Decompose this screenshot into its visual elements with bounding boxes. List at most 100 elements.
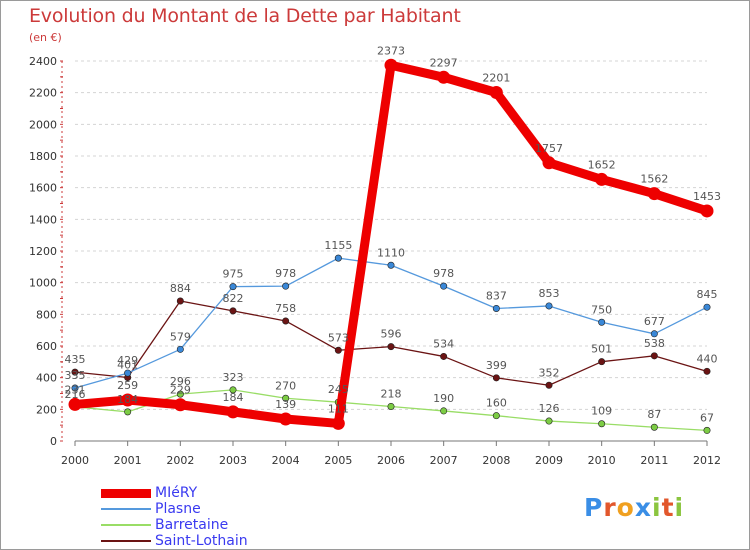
data-point-miery — [437, 70, 451, 84]
data-point-plasne — [545, 302, 553, 310]
x-tick-label: 2001 — [114, 454, 142, 467]
data-point-barretaine — [124, 408, 132, 416]
legend-swatch — [101, 488, 151, 498]
data-point-saint-lothain — [440, 352, 448, 360]
data-point-barretaine — [598, 420, 606, 428]
data-point-plasne — [229, 283, 237, 291]
proxiti-logo: Proxiti — [584, 493, 684, 522]
x-tick-label: 2005 — [324, 454, 352, 467]
chart-subtitle: (en €) — [29, 31, 62, 44]
data-label-barretaine: 296 — [170, 375, 191, 388]
data-point-saint-lothain — [650, 352, 658, 360]
data-label-barretaine: 190 — [433, 392, 454, 405]
data-label-saint-lothain: 534 — [433, 337, 454, 350]
data-label-saint-lothain: 822 — [223, 292, 244, 305]
data-label-saint-lothain: 573 — [328, 331, 349, 344]
data-point-miery — [279, 412, 293, 426]
data-label-miery: 184 — [223, 391, 244, 404]
data-label-miery: 139 — [275, 398, 296, 411]
series-layer — [68, 58, 714, 434]
data-point-saint-lothain — [545, 381, 553, 389]
data-label-plasne: 1155 — [324, 239, 352, 252]
x-tick-label: 2009 — [535, 454, 563, 467]
data-label-saint-lothain: 401 — [117, 359, 138, 372]
data-label-saint-lothain: 435 — [65, 353, 86, 366]
data-point-plasne — [492, 304, 500, 312]
data-point-miery — [121, 393, 135, 407]
data-label-miery: 1562 — [640, 173, 668, 186]
data-point-plasne — [440, 282, 448, 290]
y-tick-label: 200 — [36, 403, 57, 416]
data-label-barretaine: 126 — [539, 402, 560, 415]
data-point-barretaine — [650, 423, 658, 431]
data-point-plasne — [124, 369, 132, 377]
y-tick-label: 400 — [36, 372, 57, 385]
data-point-saint-lothain — [703, 367, 711, 375]
data-point-plasne — [598, 318, 606, 326]
y-tick-label: 0 — [50, 435, 57, 448]
data-label-barretaine: 87 — [647, 408, 661, 421]
data-point-miery — [489, 86, 503, 100]
data-label-plasne: 750 — [591, 303, 612, 316]
x-tick-label: 2008 — [482, 454, 510, 467]
legend-label: Barretaine — [155, 517, 229, 533]
data-label-plasne: 845 — [697, 288, 718, 301]
data-label-barretaine: 216 — [65, 388, 86, 401]
data-label-saint-lothain: 758 — [275, 302, 296, 315]
data-point-plasne — [334, 254, 342, 262]
y-tick-label: 1000 — [29, 277, 57, 290]
y-tick-label: 600 — [36, 340, 57, 353]
data-point-barretaine — [387, 402, 395, 410]
y-tick-label: 1200 — [29, 245, 57, 258]
data-label-plasne: 853 — [539, 287, 560, 300]
data-point-plasne — [703, 303, 711, 311]
data-label-plasne: 335 — [65, 369, 86, 382]
data-point-plasne — [387, 261, 395, 269]
data-point-miery — [647, 187, 661, 201]
data-point-plasne — [282, 282, 290, 290]
data-label-saint-lothain: 884 — [170, 282, 191, 295]
data-label-miery: 2373 — [377, 44, 405, 57]
data-point-barretaine — [440, 407, 448, 415]
data-point-miery — [542, 156, 556, 170]
y-tick-label: 2200 — [29, 87, 57, 100]
y-tick-label: 1800 — [29, 150, 57, 163]
x-tick-label: 2011 — [640, 454, 668, 467]
data-label-barretaine: 184 — [117, 393, 138, 406]
data-point-miery — [226, 405, 240, 419]
legend-label: Plasne — [155, 501, 201, 517]
data-label-saint-lothain: 501 — [591, 343, 612, 356]
x-tick-label: 2003 — [219, 454, 247, 467]
axes: 0 200 400 600 800 1000 1200 1400 1600 1800 2000 220… — [29, 55, 721, 467]
logo-letter: r — [603, 493, 617, 522]
x-tick-label: 2006 — [377, 454, 405, 467]
y-tick-label: 1600 — [29, 182, 57, 195]
data-label-saint-lothain: 538 — [644, 337, 665, 350]
data-label-plasne: 677 — [644, 315, 665, 328]
logo-letter: P — [584, 493, 604, 522]
data-point-saint-lothain — [387, 343, 395, 351]
logo-letter: i — [674, 493, 685, 522]
y-tick-label: 800 — [36, 308, 57, 321]
data-point-miery — [595, 172, 609, 186]
data-labels: 435 401 884 822 758 573 596 534 399 352 501 538 440 2… — [65, 44, 722, 424]
data-point-miery — [173, 398, 187, 412]
data-point-barretaine — [229, 386, 237, 394]
data-point-barretaine — [282, 394, 290, 402]
data-label-barretaine: 218 — [381, 387, 402, 400]
data-label-saint-lothain: 596 — [381, 328, 402, 341]
data-point-saint-lothain — [282, 317, 290, 325]
legend-label: Saint-Lothain — [155, 533, 248, 549]
data-label-plasne: 837 — [486, 289, 507, 302]
legend-label: MIéRY — [155, 485, 198, 501]
data-label-barretaine: 323 — [223, 371, 244, 384]
x-tick-label: 2002 — [166, 454, 194, 467]
data-label-barretaine: 160 — [486, 397, 507, 410]
x-tick-label: 2012 — [693, 454, 721, 467]
data-point-barretaine — [703, 426, 711, 434]
data-point-miery — [384, 58, 398, 72]
data-label-miery: 2201 — [482, 72, 510, 85]
data-label-miery: 231 — [65, 383, 86, 396]
x-tick-label: 2004 — [272, 454, 300, 467]
